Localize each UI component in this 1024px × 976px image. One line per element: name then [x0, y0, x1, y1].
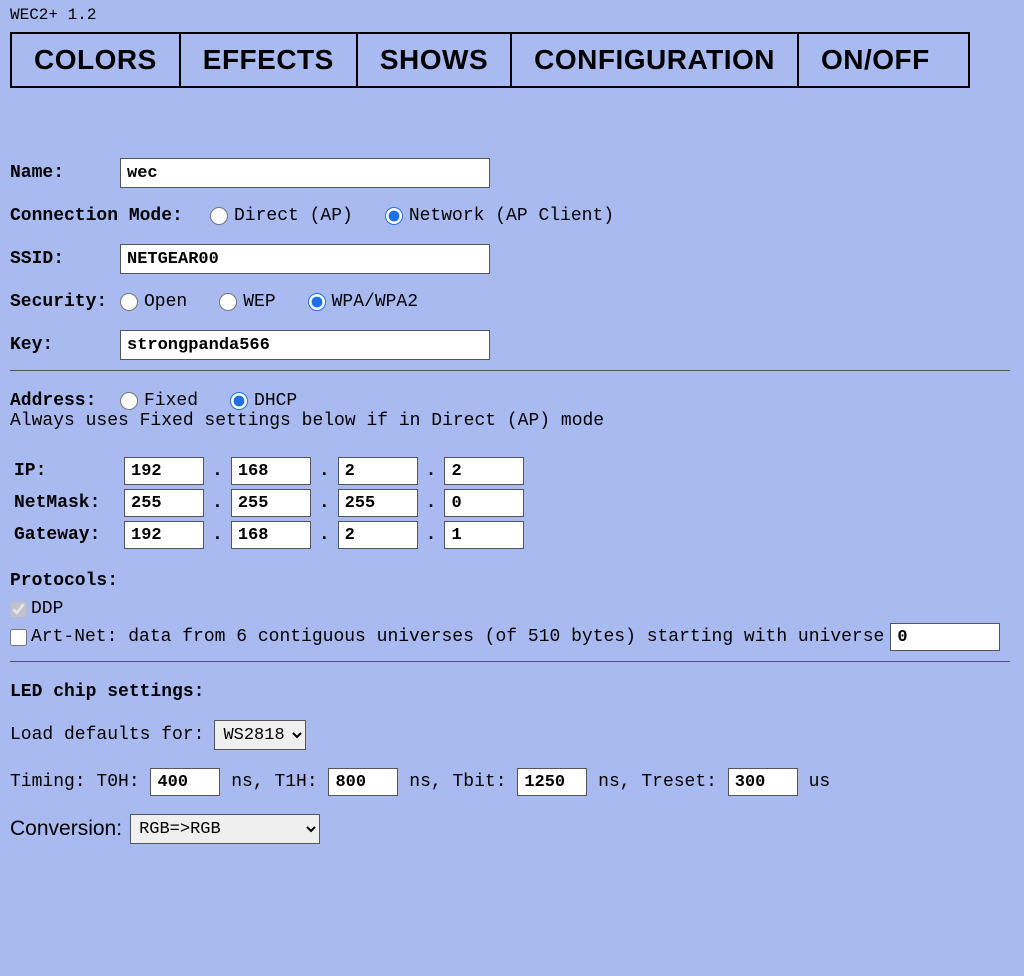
netmask-octet-3[interactable]	[338, 489, 418, 517]
ip-octet-3[interactable]	[338, 457, 418, 485]
tab-configuration[interactable]: CONFIGURATION	[512, 34, 799, 86]
ip-octet-4[interactable]	[444, 457, 524, 485]
gateway-octet-2[interactable]	[231, 521, 311, 549]
name-label: Name:	[10, 163, 120, 183]
load-defaults-label: Load defaults for:	[10, 725, 204, 745]
tab-shows[interactable]: SHOWS	[358, 34, 512, 86]
main-nav: COLORS EFFECTS SHOWS CONFIGURATION ON/OF…	[10, 32, 970, 88]
conversion-select[interactable]: RGB=>RGB	[130, 814, 320, 844]
address-fixed-radio[interactable]	[120, 392, 138, 410]
t0h-input[interactable]	[150, 768, 220, 796]
tab-effects[interactable]: EFFECTS	[181, 34, 358, 86]
divider-1	[10, 370, 1010, 371]
conn-mode-network-label: Network (AP Client)	[409, 206, 614, 226]
address-dhcp-label: DHCP	[254, 391, 297, 411]
conn-mode-direct-radio[interactable]	[210, 207, 228, 225]
security-wpa-radio[interactable]	[308, 293, 326, 311]
ip-octet-2[interactable]	[231, 457, 311, 485]
security-label: Security:	[10, 292, 120, 312]
address-fixed-label: Fixed	[144, 391, 198, 411]
gateway-octet-3[interactable]	[338, 521, 418, 549]
timing-us-label: us	[809, 772, 831, 792]
timing-t1h-label: ns, T1H:	[231, 772, 317, 792]
t1h-input[interactable]	[328, 768, 398, 796]
address-label: Address:	[10, 391, 120, 411]
gateway-label: Gateway:	[10, 519, 120, 551]
tbit-input[interactable]	[517, 768, 587, 796]
divider-2	[10, 661, 1010, 662]
timing-tbit-label: ns, Tbit:	[409, 772, 506, 792]
conversion-label: Conversion:	[10, 817, 122, 841]
tab-colors[interactable]: COLORS	[12, 34, 181, 86]
tab-onoff[interactable]: ON/OFF	[799, 34, 952, 86]
security-wep-label: WEP	[243, 292, 275, 312]
netmask-octet-1[interactable]	[124, 489, 204, 517]
ip-label: IP:	[10, 455, 120, 487]
conn-mode-direct-label: Direct (AP)	[234, 206, 353, 226]
artnet-checkbox[interactable]	[10, 629, 27, 646]
netmask-octet-2[interactable]	[231, 489, 311, 517]
ip-octet-1[interactable]	[124, 457, 204, 485]
ip-table: IP: . . . NetMask: . . . Gateway: . . .	[10, 455, 528, 551]
treset-input[interactable]	[728, 768, 798, 796]
netmask-label: NetMask:	[10, 487, 120, 519]
gateway-octet-4[interactable]	[444, 521, 524, 549]
timing-t0h-label: Timing: T0H:	[10, 772, 140, 792]
ssid-input[interactable]	[120, 244, 490, 274]
gateway-octet-1[interactable]	[124, 521, 204, 549]
artnet-label: Art-Net: data from 6 contiguous universe…	[31, 627, 884, 647]
timing-treset-label: ns, Treset:	[598, 772, 717, 792]
security-wep-radio[interactable]	[219, 293, 237, 311]
address-dhcp-radio[interactable]	[230, 392, 248, 410]
conn-mode-network-radio[interactable]	[385, 207, 403, 225]
conn-mode-label: Connection Mode:	[10, 206, 190, 226]
ddp-label: DDP	[31, 599, 63, 619]
security-wpa-label: WPA/WPA2	[332, 292, 418, 312]
chip-select[interactable]: WS2818	[214, 720, 306, 750]
netmask-octet-4[interactable]	[444, 489, 524, 517]
version-label: WEC2+ 1.2	[10, 6, 1014, 24]
security-open-label: Open	[144, 292, 187, 312]
led-settings-label: LED chip settings:	[10, 682, 1014, 702]
name-input[interactable]	[120, 158, 490, 188]
key-input[interactable]	[120, 330, 490, 360]
key-label: Key:	[10, 335, 120, 355]
protocols-label: Protocols:	[10, 571, 1014, 591]
artnet-universe-input[interactable]	[890, 623, 1000, 651]
address-note: Always uses Fixed settings below if in D…	[10, 411, 1014, 431]
security-open-radio[interactable]	[120, 293, 138, 311]
ddp-checkbox[interactable]	[10, 601, 27, 618]
ssid-label: SSID:	[10, 249, 120, 269]
